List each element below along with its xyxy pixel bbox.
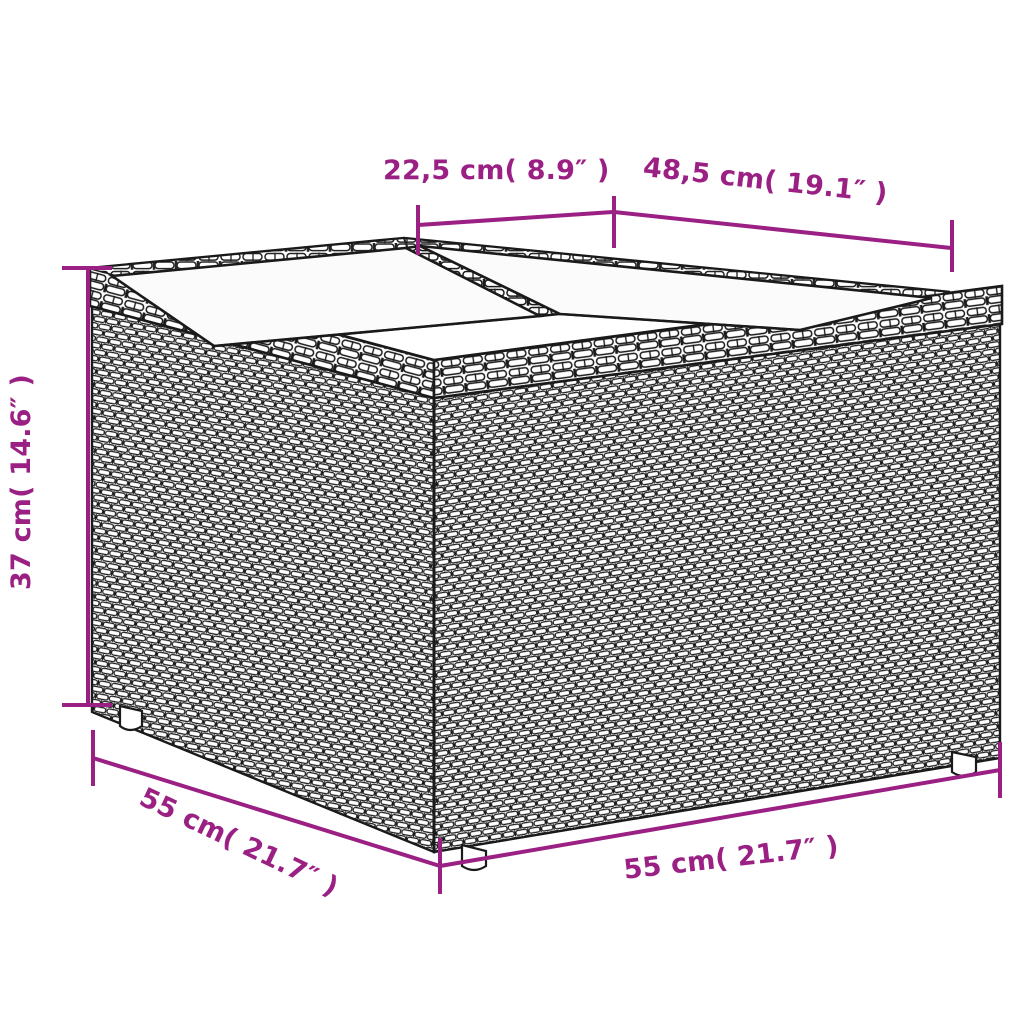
foot-right: [950, 750, 978, 778]
foot-back-left: [118, 704, 144, 732]
table-body: [88, 236, 1004, 872]
dim-top-left: [416, 196, 616, 255]
dim-line: [613, 210, 952, 250]
dim-height: [62, 266, 112, 707]
dim-line: [439, 768, 1001, 868]
foot-front: [460, 843, 488, 872]
dimension-annotations: [62, 196, 1002, 894]
dimension-label-top-left: 22,5 cm( 8.9″ ): [383, 155, 610, 186]
table-feet: [118, 704, 978, 872]
dimension-label-height: 37 cm( 14.6″ ): [6, 373, 37, 590]
dim-line: [417, 210, 614, 227]
dim-top-right: [613, 210, 954, 272]
dim-width-right: [439, 742, 1002, 868]
dim-line: [92, 756, 441, 868]
